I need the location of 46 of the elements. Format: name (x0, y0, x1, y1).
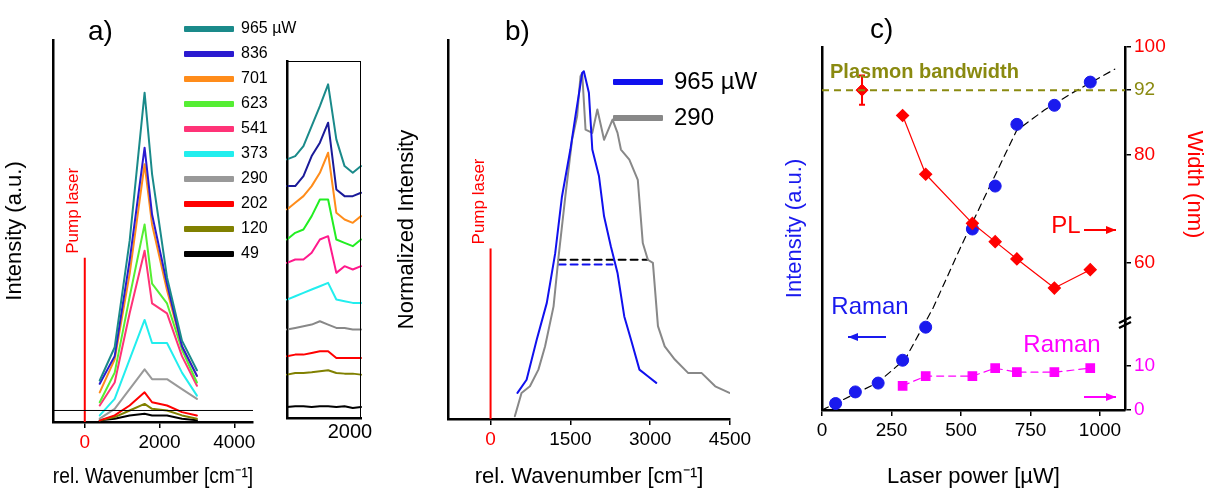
legend-label: 541 (241, 119, 268, 137)
annotation: PL (1051, 210, 1081, 238)
chart-title: c) (870, 12, 894, 44)
x-axis-title: rel. Wavenumber [cm⁻¹] (474, 462, 704, 488)
chart-title: a) (88, 14, 113, 46)
legend-label: 965 µW (674, 66, 758, 94)
legend-label: 836 (241, 44, 268, 62)
legend-label: 290 (674, 102, 715, 130)
legend-label: 49 (241, 244, 259, 262)
y2-tick-label: 92 (1134, 78, 1156, 100)
x-tick-label: 0 (816, 418, 828, 440)
ref-line-label: Plasmon bandwidth (830, 59, 1019, 82)
annotation: Raman (831, 291, 909, 319)
y2-tick-label: 100 (1134, 35, 1166, 57)
y2-axis-title: Width (nm) (1182, 130, 1208, 239)
legend-label: 373 (241, 144, 268, 162)
y2-tick-label: 80 (1134, 143, 1156, 165)
annotation: Raman (1023, 329, 1101, 357)
ref-line-label: Pump laser (468, 158, 488, 245)
x-tick-label: 1000 (1078, 418, 1122, 440)
x-tick-label: 2000 (138, 430, 181, 452)
x-tick-label: 4500 (708, 427, 752, 449)
x-axis-title: rel. Wavenumber [cm⁻¹] (52, 462, 254, 488)
x-tick-label: 4000 (213, 430, 256, 452)
legend-label: 623 (241, 94, 268, 112)
y2-tick-label: 60 (1134, 250, 1156, 272)
x-tick-label: 1500 (549, 427, 592, 449)
y2-tick-label: 0 (1134, 398, 1145, 420)
x-tick-label: 500 (945, 418, 977, 440)
legend-label: 701 (241, 69, 268, 87)
y2-tick-label: 10 (1134, 354, 1156, 376)
y-axis-title: Normalized Intensity (393, 129, 419, 330)
legend-label: 965 µW (241, 19, 298, 37)
x-tick-label: 0 (79, 430, 91, 452)
ref-line-label: Pump laser (62, 167, 82, 254)
x-axis-title: Laser power [µW] (887, 462, 1060, 488)
y-axis-title: Intensity (a.u.) (781, 158, 807, 299)
legend-label: 202 (241, 194, 268, 212)
legend-label: 120 (241, 219, 268, 237)
x-tick-label: 0 (485, 427, 496, 449)
x-tick-label: 3000 (629, 427, 672, 449)
x-tick-label: 750 (1014, 418, 1047, 440)
chart-title: b) (505, 14, 530, 46)
y-axis-title: Intensity (a.u.) (1, 161, 27, 301)
x-tick-label: 250 (875, 418, 908, 440)
legend-label: 290 (241, 169, 268, 187)
